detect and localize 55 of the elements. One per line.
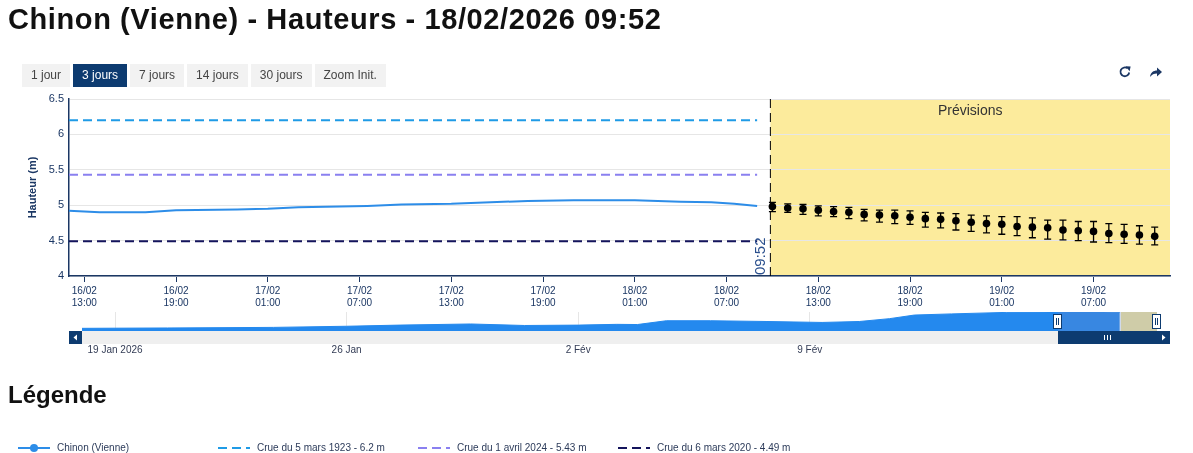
y-tick-label: 6 bbox=[57, 127, 64, 140]
range-button: 3 jours bbox=[73, 64, 128, 87]
point bbox=[982, 219, 991, 228]
x-tick-label: 17/02 01:00 bbox=[255, 284, 281, 308]
legend-label: Chinon (Vienne) bbox=[57, 442, 130, 453]
ref-line-label: 09:52 bbox=[751, 237, 769, 275]
point bbox=[1074, 226, 1083, 235]
y-axis-title: Hauteur (m) bbox=[25, 156, 38, 219]
x-tick-label: 9 Fév bbox=[797, 343, 823, 355]
x-tick-label: 19 Jan 2026 bbox=[87, 343, 144, 355]
range-button: Zoom Init. bbox=[314, 64, 386, 87]
chart-title: Chinon (Vienne) - Hauteurs - 18/02/2026 09:52 bbox=[8, 2, 662, 36]
legend-label: Crue du 5 mars 1923 - 6.2 m bbox=[257, 442, 385, 453]
point bbox=[1135, 231, 1144, 239]
legend-label: Crue du 1 avril 2024 - 5.43 m bbox=[457, 442, 587, 453]
x-tick-label: 18/02 19:00 bbox=[897, 284, 923, 308]
point bbox=[997, 220, 1006, 229]
x-tick-label: 17/02 13:00 bbox=[438, 284, 465, 308]
x-tick-label: 16/02 19:00 bbox=[163, 284, 189, 308]
x-tick-label: 16/02 13:00 bbox=[71, 284, 98, 308]
x-tick-label: 17/02 19:00 bbox=[530, 284, 556, 308]
y-tick-label: 4 bbox=[57, 269, 64, 282]
point bbox=[1120, 230, 1128, 239]
point bbox=[875, 211, 884, 219]
x-tick-label: 26 Jan bbox=[331, 343, 362, 355]
point bbox=[1028, 223, 1037, 231]
y-tick-label: 6.5 bbox=[48, 92, 64, 105]
x-tick-label: 18/02 13:00 bbox=[805, 284, 832, 308]
point bbox=[967, 218, 976, 226]
x-tick-label: 19/02 07:00 bbox=[1081, 284, 1107, 308]
point bbox=[1059, 226, 1067, 234]
x-tick-label: 19/02 01:00 bbox=[989, 284, 1015, 308]
legend-label: Crue du 6 mars 2020 - 4.49 m bbox=[657, 442, 791, 453]
point bbox=[1105, 229, 1113, 238]
x-tick-label: 17/02 07:00 bbox=[347, 284, 373, 308]
x-tick-label: 2 Fév bbox=[565, 343, 591, 355]
point bbox=[890, 212, 899, 220]
point bbox=[1089, 227, 1098, 236]
y-tick-label: 5.5 bbox=[48, 162, 64, 175]
range-button: 14 jours bbox=[187, 64, 248, 87]
point bbox=[936, 215, 945, 224]
legend-title: Légende bbox=[8, 380, 107, 410]
point bbox=[1150, 232, 1159, 241]
point bbox=[1013, 222, 1021, 231]
band-label: Prévisions bbox=[937, 101, 1003, 118]
y-tick-label: 4.5 bbox=[48, 233, 64, 246]
range-button: 1 jour bbox=[22, 64, 71, 87]
point bbox=[1043, 224, 1052, 232]
range-button: 30 jours bbox=[250, 64, 312, 87]
point bbox=[952, 216, 960, 225]
y-tick-label: 5 bbox=[57, 198, 64, 211]
x-tick-label: 18/02 07:00 bbox=[714, 284, 740, 308]
range-button: 7 jours bbox=[130, 64, 185, 87]
point bbox=[921, 214, 930, 223]
x-tick-label: 18/02 01:00 bbox=[622, 284, 648, 308]
